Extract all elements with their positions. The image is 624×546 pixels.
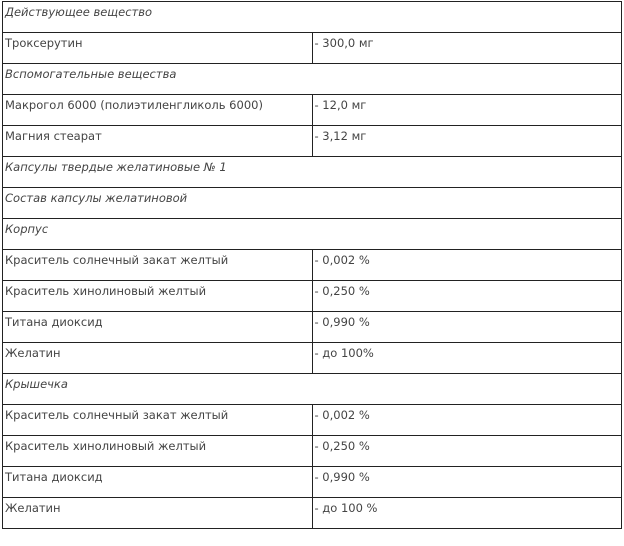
table-row: Титана диоксид - 0,990 % (2, 466, 622, 498)
ingredient-name: Титана диоксид (2, 311, 313, 343)
section-label: Действующее вещество (2, 1, 622, 33)
section-label: Крышечка (2, 373, 622, 405)
section-row: Вспомогательные вещества (2, 63, 622, 95)
ingredient-name: Титана диоксид (2, 466, 313, 498)
table-row: Желатин - до 100 % (2, 497, 622, 529)
ingredient-name: Краситель хинолиновый желтый (2, 280, 313, 312)
ingredient-amount: - 0,990 % (311, 466, 622, 498)
ingredient-amount: - до 100 % (311, 497, 622, 529)
section-label: Вспомогательные вещества (2, 63, 622, 95)
ingredient-amount: - 0,250 % (311, 280, 622, 312)
section-row: Корпус (2, 218, 622, 250)
section-label: Состав капсулы желатиновой (2, 187, 622, 219)
section-row: Состав капсулы желатиновой (2, 187, 622, 219)
ingredient-amount: - 0,002 % (311, 249, 622, 281)
section-label: Корпус (2, 218, 622, 250)
ingredient-amount: - 300,0 мг (311, 32, 622, 64)
ingredient-name: Магния стеарат (2, 125, 313, 157)
table-row: Магния стеарат - 3,12 мг (2, 125, 622, 157)
section-row: Крышечка (2, 373, 622, 405)
table-row: Троксерутин - 300,0 мг (2, 32, 622, 64)
ingredient-amount: - 0,250 % (311, 435, 622, 467)
ingredient-amount: - 12,0 мг (311, 94, 622, 126)
table-row: Краситель солнечный закат желтый - 0,002 … (2, 249, 622, 281)
ingredient-name: Желатин (2, 342, 313, 374)
ingredient-name: Троксерутин (2, 32, 313, 64)
table-row: Краситель хинолиновый желтый - 0,250 % (2, 280, 622, 312)
section-label: Капсулы твердые желатиновые № 1 (2, 156, 622, 188)
ingredient-amount: - 3,12 мг (311, 125, 622, 157)
ingredient-name: Краситель солнечный закат желтый (2, 249, 313, 281)
table-row: Титана диоксид - 0,990 % (2, 311, 622, 343)
ingredient-amount: - до 100% (311, 342, 622, 374)
ingredient-name: Краситель хинолиновый желтый (2, 435, 313, 467)
composition-table: Действующее вещество Троксерутин - 300,0 м… (2, 1, 622, 529)
table-row: Макрогол 6000 (полиэтиленгликоль 6000) - … (2, 94, 622, 126)
ingredient-amount: - 0,002 % (311, 404, 622, 436)
table-row: Краситель хинолиновый желтый - 0,250 % (2, 435, 622, 467)
ingredient-name: Макрогол 6000 (полиэтиленгликоль 6000) (2, 94, 313, 126)
table-row: Краситель солнечный закат желтый - 0,002 … (2, 404, 622, 436)
section-row: Действующее вещество (2, 1, 622, 33)
ingredient-name: Краситель солнечный закат желтый (2, 404, 313, 436)
ingredient-name: Желатин (2, 497, 313, 529)
section-row: Капсулы твердые желатиновые № 1 (2, 156, 622, 188)
ingredient-amount: - 0,990 % (311, 311, 622, 343)
table-row: Желатин - до 100% (2, 342, 622, 374)
